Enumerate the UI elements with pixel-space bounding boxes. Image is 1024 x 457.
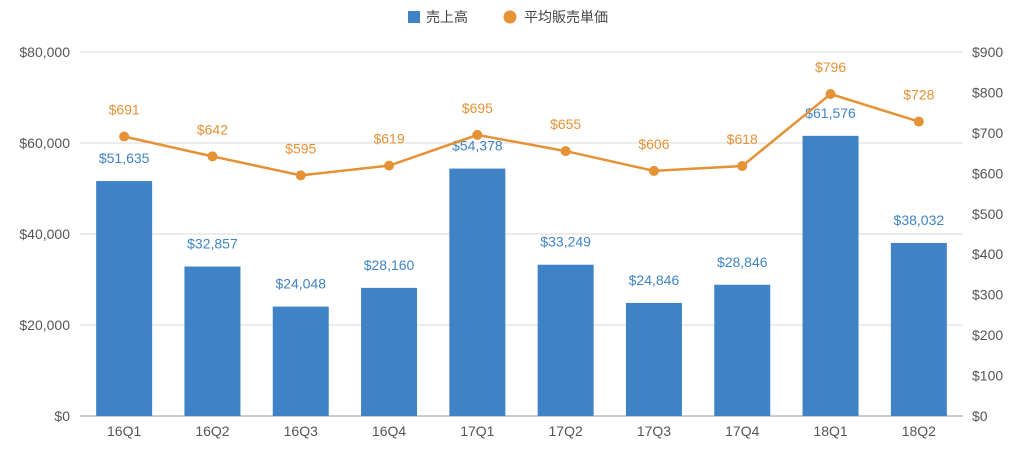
bar-data-label: $38,032 <box>894 212 945 228</box>
legend-line-swatch <box>503 10 517 24</box>
right-tick-label: $0 <box>972 408 988 424</box>
legend: 売上高 平均販売単価 <box>408 9 608 26</box>
bar-data-label: $33,249 <box>540 234 591 250</box>
right-tick-label: $900 <box>972 44 1003 60</box>
category-label: 16Q1 <box>107 423 141 439</box>
series-line <box>123 92 920 177</box>
line-data-label: $642 <box>197 121 228 137</box>
line-data-label: $796 <box>815 59 846 75</box>
bar <box>625 302 682 416</box>
right-tick-label: $800 <box>972 84 1003 100</box>
right-tick-label: $700 <box>972 125 1003 141</box>
line-series: $691 $642 $595 $619 $695 $655 $606 $618 $796 $728 <box>109 59 935 181</box>
category-label: 16Q4 <box>372 423 406 439</box>
left-tick-label: $0 <box>54 408 70 424</box>
line-point <box>384 160 395 171</box>
bar <box>537 264 594 416</box>
bar-series: $51,635 $32,857 $24,048 $28,160 $54,378 $33,2… <box>96 105 947 416</box>
line-data-label: $595 <box>285 140 316 156</box>
legend-line-label: 平均販売単価 <box>524 10 608 26</box>
line-data-label: $618 <box>727 131 758 147</box>
category-label: 16Q3 <box>284 423 318 439</box>
line-point <box>825 89 836 100</box>
bar <box>714 284 771 416</box>
right-tick-label: $200 <box>972 327 1003 343</box>
bar <box>449 168 506 416</box>
category-label: 18Q2 <box>902 423 936 439</box>
bar <box>184 266 241 416</box>
line-data-label: $655 <box>550 116 581 132</box>
line-point <box>207 151 218 162</box>
left-tick-label: $20,000 <box>19 317 70 333</box>
category-label: 17Q2 <box>549 423 583 439</box>
bar-data-label: $51,635 <box>99 150 150 166</box>
category-label: 16Q2 <box>195 423 229 439</box>
right-axis: $0 $100 $200 $300 $400 $500 $600 $700 $800 $900 <box>972 44 1003 424</box>
left-tick-label: $60,000 <box>19 135 70 151</box>
bar-data-label: $28,160 <box>364 257 415 273</box>
bar-data-label: $24,048 <box>275 276 326 292</box>
bar-data-label: $28,846 <box>717 254 768 270</box>
line-point <box>119 131 130 142</box>
line-data-label: $606 <box>638 136 669 152</box>
bar <box>802 135 859 416</box>
category-axis: 16Q1 16Q2 16Q3 16Q4 17Q1 17Q2 17Q3 17Q4 18Q1 18Q2 <box>107 423 936 439</box>
bar <box>890 242 947 416</box>
left-tick-label: $40,000 <box>19 226 70 242</box>
line-point <box>648 165 659 176</box>
line-point <box>472 129 483 140</box>
right-tick-label: $100 <box>972 368 1003 384</box>
right-tick-label: $300 <box>972 287 1003 303</box>
category-label: 18Q1 <box>813 423 847 439</box>
bar <box>272 306 329 416</box>
right-tick-label: $400 <box>972 246 1003 262</box>
legend-bar-label: 売上高 <box>426 9 468 26</box>
right-tick-label: $600 <box>972 165 1003 181</box>
bar <box>361 287 418 416</box>
line-point <box>737 161 748 172</box>
line-point <box>560 146 571 157</box>
line-data-label: $728 <box>903 87 934 103</box>
left-axis: $0 $20,000 $40,000 $60,000 $80,000 <box>19 44 70 424</box>
right-tick-label: $500 <box>972 206 1003 222</box>
bar-data-label: $61,576 <box>805 105 856 121</box>
category-label: 17Q4 <box>725 423 759 439</box>
line-data-label: $691 <box>109 102 140 118</box>
bar <box>96 181 153 416</box>
line-point <box>295 170 306 181</box>
bar-data-label: $32,857 <box>187 236 238 252</box>
line-data-label: $695 <box>462 100 493 116</box>
category-label: 17Q3 <box>637 423 671 439</box>
bar-data-label: $24,846 <box>629 272 680 288</box>
line-data-label: $619 <box>373 131 404 147</box>
legend-bar-swatch <box>408 11 420 23</box>
line-point <box>913 116 924 127</box>
category-label: 17Q1 <box>460 423 494 439</box>
bar-data-label: $54,378 <box>452 138 503 154</box>
left-tick-label: $80,000 <box>19 44 70 60</box>
